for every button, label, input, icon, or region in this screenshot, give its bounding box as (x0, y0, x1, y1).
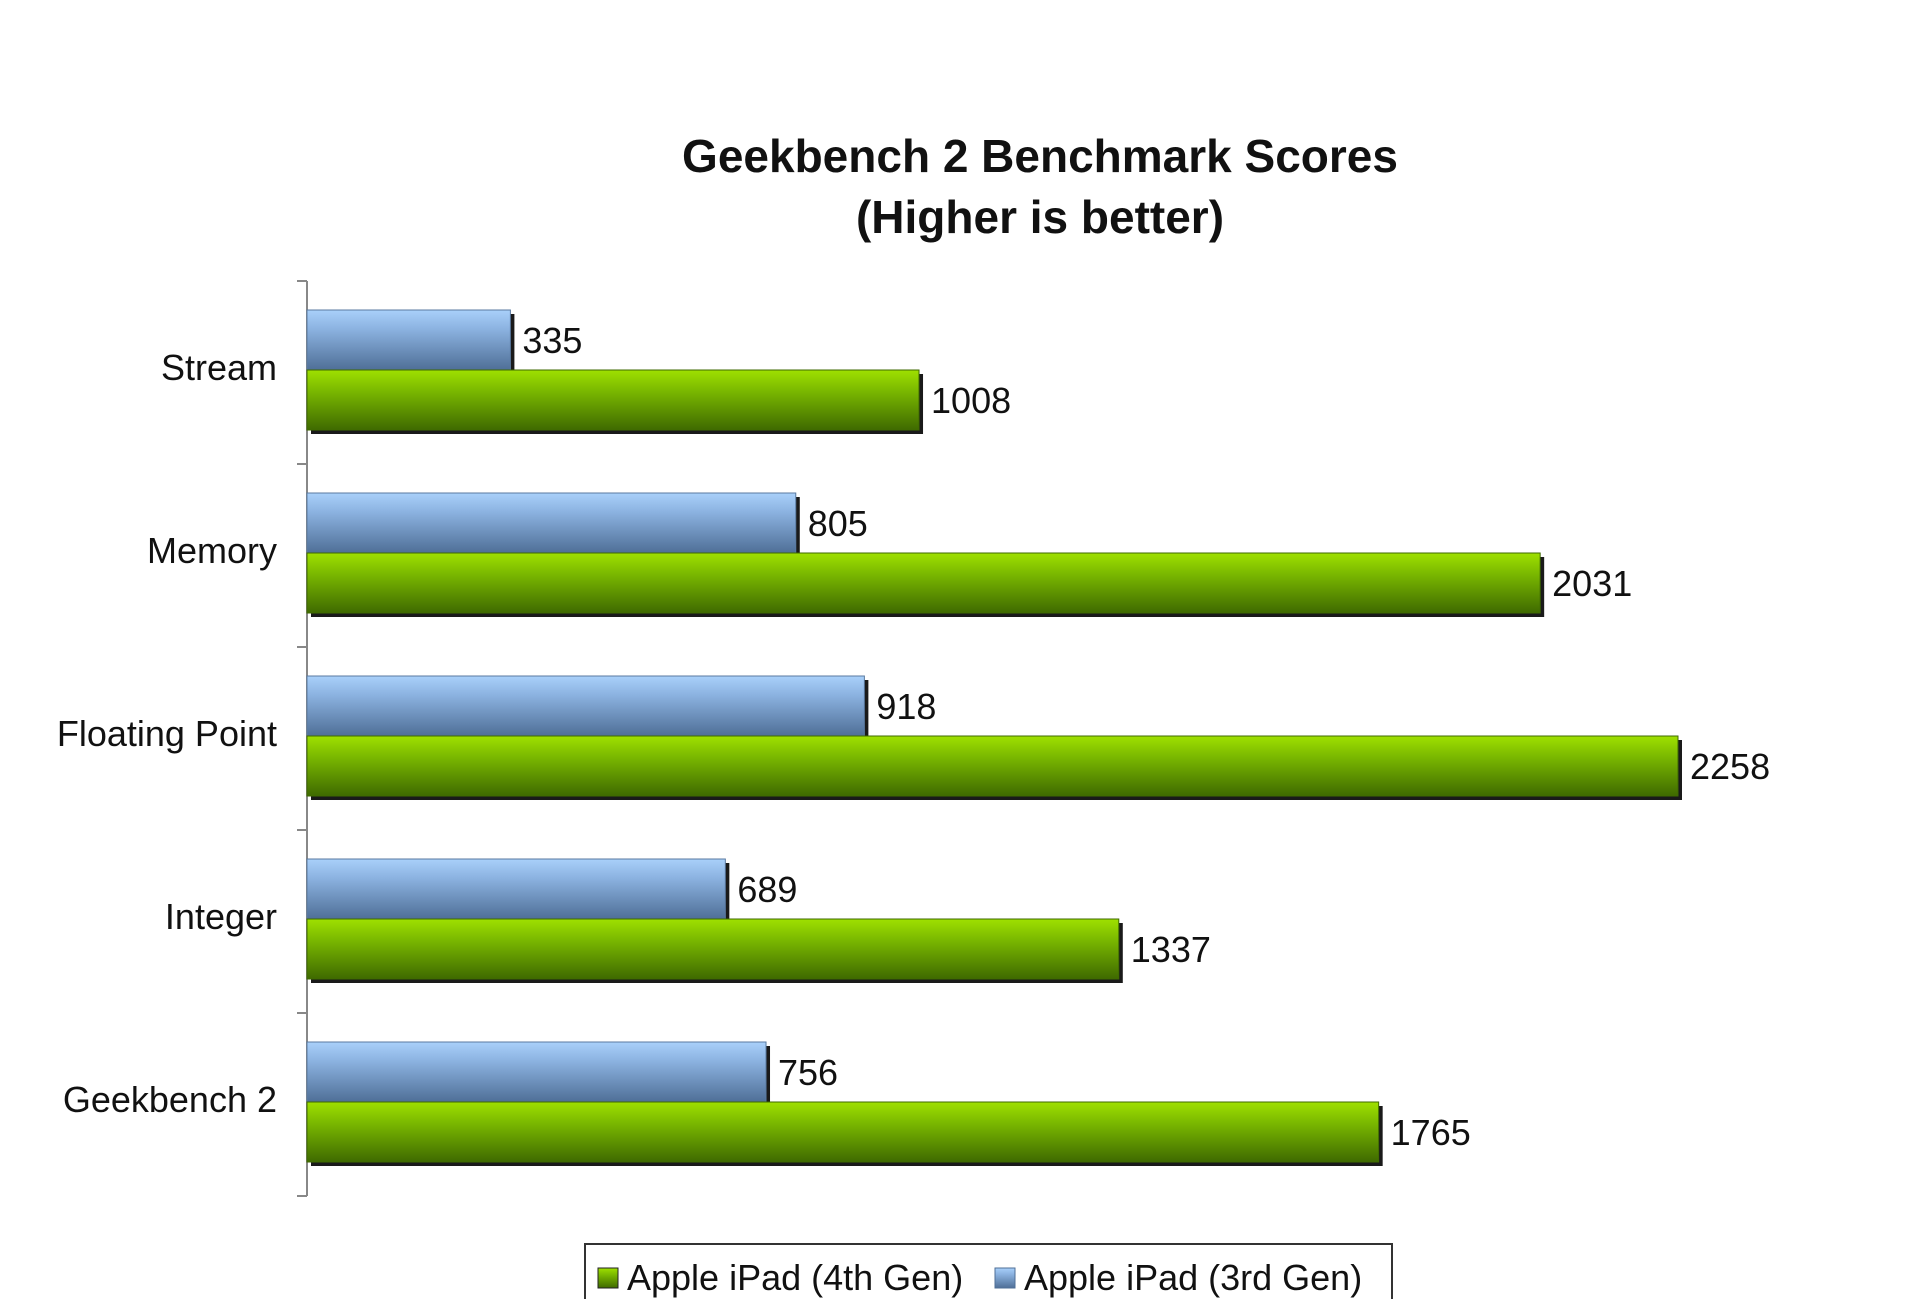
bar-3rd-gen-stream (306, 309, 511, 371)
bar-3rd-gen-integer (306, 858, 726, 920)
legend-label-3rd-gen: Apple iPad (3rd Gen) (1024, 1257, 1362, 1298)
category-label-integer: Integer (165, 896, 277, 937)
value-label-4th-gen-memory: 2031 (1552, 563, 1632, 604)
bar-4th-gen-integer (306, 918, 1120, 980)
plot-area: 335 1008 Stream 805 2031 Memory 918 2258 Floatin… (57, 280, 1770, 1197)
legend-box (584, 1243, 1393, 1299)
bar-3rd-gen-floating-point (306, 675, 865, 737)
bar-4th-gen-stream (306, 369, 920, 431)
legend-swatch-3rd-gen (994, 1267, 1016, 1289)
bar-3rd-gen-memory (306, 492, 797, 554)
value-label-4th-gen-integer: 1337 (1131, 929, 1211, 970)
bar-4th-gen-memory (306, 552, 1541, 614)
value-label-3rd-gen-stream: 335 (522, 320, 582, 361)
chart-title-line-2: (Higher is better) (856, 191, 1224, 243)
category-label-stream: Stream (161, 347, 277, 388)
category-label-floating-point: Floating Point (57, 713, 277, 754)
bar-4th-gen-floating-point (306, 735, 1679, 797)
value-label-4th-gen-stream: 1008 (931, 380, 1011, 421)
chart-title-line-1: Geekbench 2 Benchmark Scores (682, 130, 1398, 182)
category-label-geekbench-2: Geekbench 2 (63, 1079, 277, 1120)
value-label-3rd-gen-floating-point: 918 (876, 686, 936, 727)
bar-4th-gen-geekbench-2 (306, 1101, 1380, 1163)
legend-label-4th-gen: Apple iPad (4th Gen) (627, 1257, 963, 1298)
value-label-3rd-gen-memory: 805 (808, 503, 868, 544)
value-label-3rd-gen-integer: 689 (737, 869, 797, 910)
legend-swatch-4th-gen (597, 1267, 619, 1289)
legend: Apple iPad (4th Gen) Apple iPad (3rd Gen… (584, 1243, 1393, 1299)
value-label-4th-gen-geekbench-2: 1765 (1391, 1112, 1471, 1153)
category-label-memory: Memory (147, 530, 277, 571)
value-label-3rd-gen-geekbench-2: 756 (778, 1052, 838, 1093)
value-label-4th-gen-floating-point: 2258 (1690, 746, 1770, 787)
bar-3rd-gen-geekbench-2 (306, 1041, 767, 1103)
